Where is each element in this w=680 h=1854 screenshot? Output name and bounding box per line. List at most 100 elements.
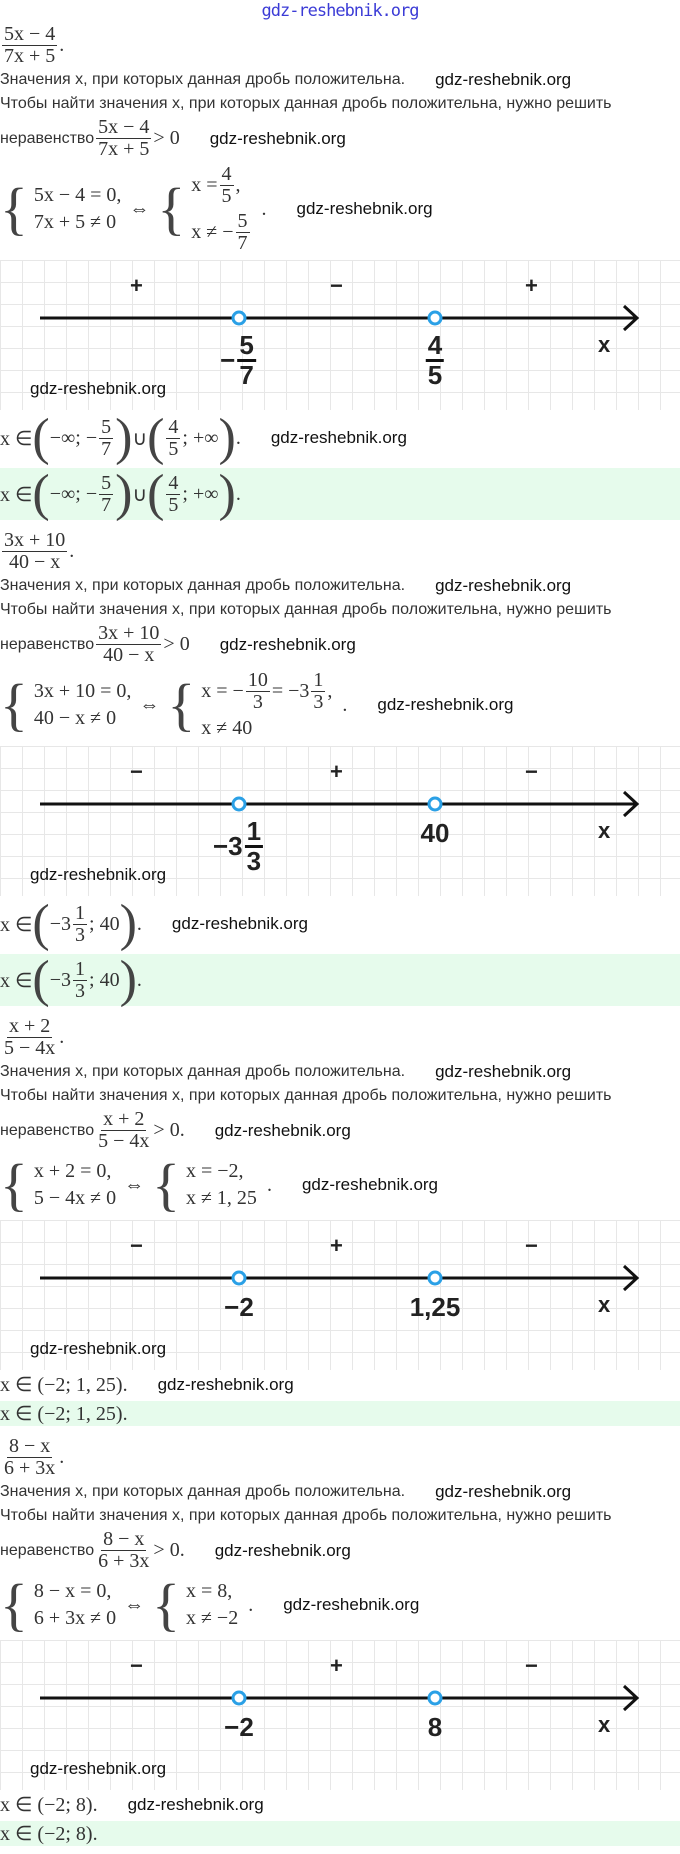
watermark: gdz-reshebnik.org — [301, 1175, 439, 1194]
parenthesis: ) — [115, 409, 133, 466]
interval-sign: − — [525, 1233, 538, 1258]
denominator: 5 — [168, 493, 179, 516]
denominator: 3 — [75, 923, 86, 946]
system-line: 6 + 3x ≠ 0 — [33, 1607, 117, 1629]
math-text: ; 40 — [89, 968, 120, 991]
system-line: x = 8, — [186, 1580, 238, 1603]
system-line: 7x + 5 ≠ 0 — [33, 211, 117, 233]
axis-label: x — [598, 332, 611, 357]
system-left: 8 − x = 0, 6 + 3x ≠ 0 — [34, 1580, 116, 1630]
equation-system: {3x + 10 = 0, 40 − x ≠ 0 ⇔{x = −10 3 = −3 1 3… — [0, 670, 680, 740]
axis-svg — [40, 304, 640, 332]
math-text: , — [327, 680, 333, 702]
watermark: gdz-reshebnik.org — [214, 1540, 351, 1560]
system-line: 40 − x ≠ 0 — [33, 707, 117, 729]
number-line: − + − −3 1 3 40 x gdz-reshebnik.org — [0, 746, 680, 896]
math-text: = −3 — [271, 680, 310, 702]
denominator: 5 − 4x — [4, 1037, 56, 1059]
explanation-row: Чтобы найти значения x, при которых данн… — [0, 93, 680, 115]
numerator: 10 — [245, 669, 270, 692]
system-line: x = −10 3 = −3 1 3, — [201, 670, 332, 713]
math-text: ; +∞ — [182, 426, 219, 449]
equivalence-sign: ⇔ — [139, 693, 160, 716]
denominator: 3 — [246, 846, 262, 877]
denominator: 5 − 4x — [98, 1130, 150, 1152]
point-label: 1,25 — [410, 1292, 461, 1323]
open-point — [427, 1690, 443, 1706]
numerator: 4 — [219, 163, 234, 186]
explanation-text: Чтобы найти значения x, при которых данн… — [0, 95, 612, 112]
brace: { — [167, 672, 196, 737]
denominator: 3 — [75, 979, 86, 1002]
final-answer: x ∈ (−2; 1, 25). — [0, 1401, 680, 1426]
axis-arrow-icon — [622, 790, 640, 818]
equation-system: {x + 2 = 0, 5 − 4x ≠ 0 ⇔{x = −2, x ≠ 1, 25 … — [0, 1156, 680, 1214]
site-header-link[interactable]: gdz-reshebnik.org — [261, 1, 420, 21]
system-line: 3x + 10 = 0, — [33, 680, 132, 702]
open-point — [231, 796, 247, 812]
math-text: 40 — [420, 818, 450, 848]
interval-sign: − — [330, 273, 343, 298]
inequality-word: неравенство — [0, 129, 95, 147]
open-point — [231, 1690, 247, 1706]
axis-arrow-icon — [622, 1684, 640, 1712]
open-point — [427, 796, 443, 812]
numerator: 1 — [244, 817, 264, 849]
fraction: 5x − 4 7x + 5 — [96, 117, 152, 160]
denominator: 7 — [239, 360, 254, 391]
explanation-row: Чтобы найти значения x, при которых данн… — [0, 1505, 680, 1527]
denominator: 3 — [313, 691, 324, 713]
statement-row: Значения x, при которых данная дробь пол… — [0, 69, 680, 91]
denominator: 6 + 3x — [4, 1457, 56, 1479]
numerator: 4 — [166, 471, 181, 495]
equivalence-sign: ⇔ — [124, 1173, 145, 1196]
math-text: − — [220, 345, 236, 376]
answer: x ∈ (−2; 8). gdz-reshebnik.org — [0, 1792, 680, 1817]
numerator: 5 — [99, 471, 114, 495]
open-point — [231, 1270, 247, 1286]
system-line: x = −2, — [186, 1160, 257, 1183]
denominator: 7x + 5 — [4, 45, 56, 67]
math-text: . — [69, 540, 75, 562]
math-text: x ≠ 1, 25 — [185, 1187, 257, 1209]
fraction: 3x + 10 40 − x — [2, 530, 68, 573]
interval-sign: + — [330, 1653, 343, 1678]
numerator: x + 2 — [7, 1015, 53, 1038]
axis-label: x — [598, 1712, 611, 1737]
system-left: 5x − 4 = 0, 7x + 5 ≠ 0 — [34, 184, 122, 234]
denominator: 3 — [252, 691, 263, 713]
explanation-text: Чтобы найти значения x, при которых данн… — [0, 1507, 612, 1524]
math-text: . — [235, 426, 241, 449]
watermark: gdz-reshebnik.org — [270, 428, 407, 447]
final-answer-highlight: x ∈ (−∞; −5 7) ∪ (4 5; +∞). — [0, 468, 680, 520]
numerator: 5 — [99, 415, 114, 439]
fraction: 5x − 4 7x + 5 — [2, 24, 58, 67]
denominator: 7 — [237, 232, 248, 254]
math-text: . — [136, 912, 142, 935]
point-label: −5 7 — [220, 331, 258, 391]
open-point — [427, 310, 443, 326]
watermark: gdz-reshebnik.org — [30, 379, 167, 398]
parenthesis: ( — [32, 895, 50, 952]
system-line: x ≠ 1, 25 — [186, 1187, 257, 1210]
equation-system: {8 − x = 0, 6 + 3x ≠ 0 ⇔{x = 8, x ≠ −2 . gdz… — [0, 1576, 680, 1634]
solution-block: 3x + 10 40 − x. Значения x, при которых да… — [0, 530, 680, 1014]
statement-text: Значения x, при которых данная дробь пол… — [0, 577, 406, 594]
watermark: gdz-reshebnik.org — [214, 1120, 351, 1140]
math-text: 8 — [427, 1712, 443, 1742]
math-text: . — [235, 482, 241, 505]
math-text: , — [235, 174, 241, 196]
math-text: x ∈ (−2; 8). — [0, 1794, 98, 1816]
numerator: 1 — [73, 901, 88, 925]
inequality-word: неравенство — [0, 1121, 95, 1139]
